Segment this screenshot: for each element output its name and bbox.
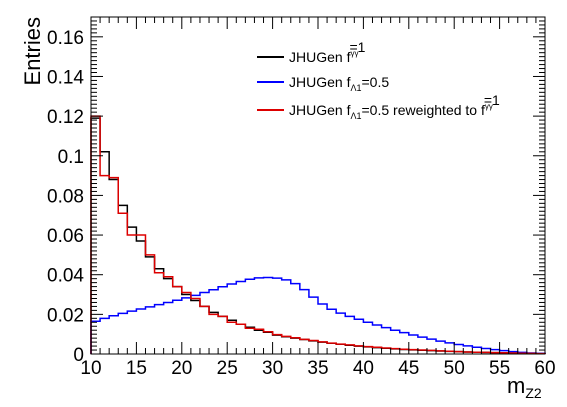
y-tick-label: 0.14 bbox=[47, 67, 84, 88]
x-tick-label: 50 bbox=[444, 358, 465, 379]
x-tick-label: 15 bbox=[126, 358, 147, 379]
y-tick-label: 0.04 bbox=[47, 266, 84, 287]
y-tick-label: 0.1 bbox=[58, 147, 84, 168]
legend-label: JHUGen fγγ​=1 bbox=[289, 39, 366, 65]
series-line-2 bbox=[90, 115, 546, 355]
x-tick-label: 25 bbox=[217, 358, 238, 379]
y-tick-label: 0.12 bbox=[47, 107, 84, 128]
x-tick-label: 35 bbox=[307, 358, 328, 379]
x-tick-label: 60 bbox=[534, 358, 555, 379]
y-tick-label: 0.08 bbox=[47, 186, 84, 207]
y-tick-label: 0.02 bbox=[47, 305, 84, 326]
axis-ticks bbox=[90, 16, 546, 355]
x-tick-label: 55 bbox=[489, 358, 510, 379]
legend-item-2: JHUGen fΛ1​=0.5 reweighted to fγγ​=1 bbox=[257, 92, 500, 121]
tick-labels: 10 15 20 25 30 35 40 45 50 55 60 0 0.02 0.04 0.06 0.08 0… bbox=[47, 28, 556, 379]
legend-item-1: JHUGen fΛ1​=0.5 bbox=[257, 74, 389, 93]
legend-label: JHUGen fΛ1​=0.5 reweighted to fγγ​=1 bbox=[289, 92, 500, 121]
x-tick-label: 20 bbox=[171, 358, 192, 379]
x-tick-label: 30 bbox=[262, 358, 283, 379]
y-tick-label: 0.06 bbox=[47, 226, 84, 247]
legend-label: JHUGen fΛ1​=0.5 bbox=[289, 74, 389, 93]
series-layer bbox=[90, 115, 546, 355]
series-line-0 bbox=[90, 117, 546, 355]
x-axis-title-main: m bbox=[507, 373, 525, 398]
x-axis-title-subscript: Z2 bbox=[525, 385, 542, 401]
x-tick-label: 10 bbox=[80, 358, 101, 379]
x-tick-label: 45 bbox=[398, 358, 419, 379]
legend-item-0: JHUGen fγγ​=1 bbox=[257, 39, 366, 65]
y-axis-title: Entries bbox=[20, 17, 45, 85]
y-tick-label: 0.16 bbox=[47, 28, 84, 49]
y-tick-label: 0 bbox=[73, 345, 84, 366]
x-axis-title: mZ2 bbox=[507, 373, 542, 401]
series-line-1 bbox=[90, 276, 546, 355]
x-tick-label: 40 bbox=[353, 358, 374, 379]
